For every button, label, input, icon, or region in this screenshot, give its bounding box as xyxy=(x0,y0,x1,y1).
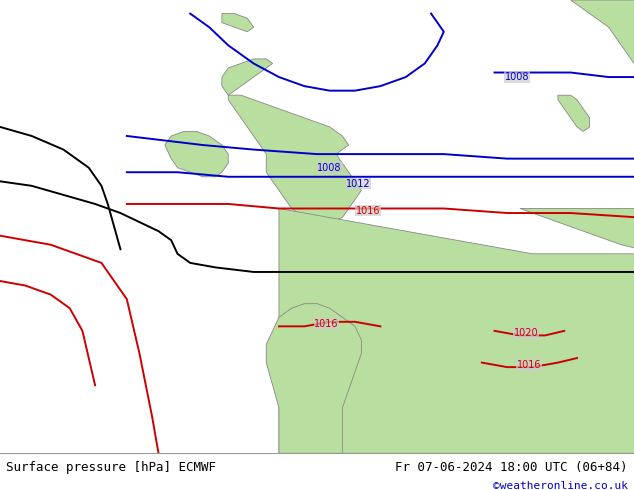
Polygon shape xyxy=(266,304,361,453)
Polygon shape xyxy=(222,59,273,95)
Text: 1016: 1016 xyxy=(356,206,380,216)
Polygon shape xyxy=(228,95,361,222)
Text: Fr 07-06-2024 18:00 UTC (06+84): Fr 07-06-2024 18:00 UTC (06+84) xyxy=(395,462,628,474)
Text: ©weatheronline.co.uk: ©weatheronline.co.uk xyxy=(493,481,628,490)
Polygon shape xyxy=(558,95,590,131)
Text: 1016: 1016 xyxy=(517,360,541,370)
Text: 1008: 1008 xyxy=(318,163,342,172)
Polygon shape xyxy=(165,131,228,177)
Text: 1008: 1008 xyxy=(505,72,529,82)
Polygon shape xyxy=(571,0,634,73)
Text: 1016: 1016 xyxy=(314,319,339,329)
Text: 1012: 1012 xyxy=(346,178,370,189)
Text: 1020: 1020 xyxy=(514,328,538,338)
Polygon shape xyxy=(279,209,634,453)
Polygon shape xyxy=(222,14,254,32)
Text: Surface pressure [hPa] ECMWF: Surface pressure [hPa] ECMWF xyxy=(6,462,216,474)
Polygon shape xyxy=(520,209,634,249)
